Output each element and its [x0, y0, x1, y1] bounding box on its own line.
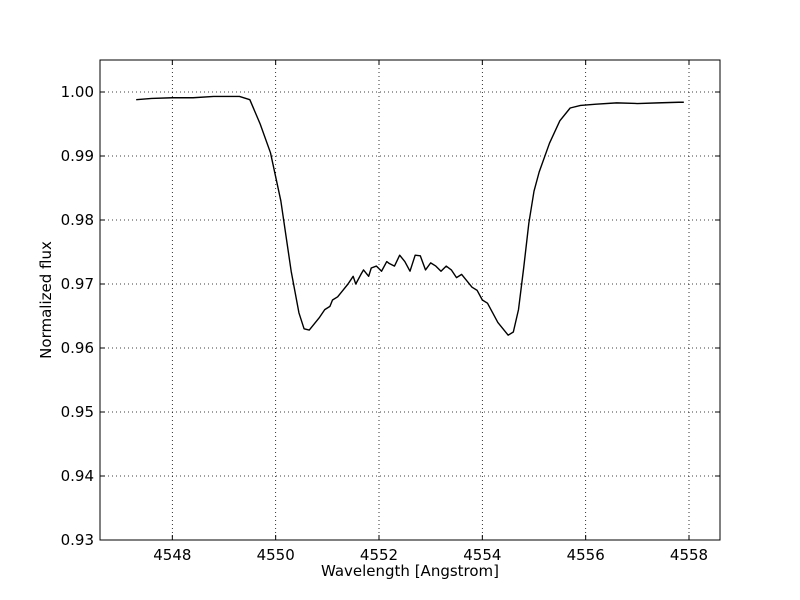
x-tick-label: 4550 [257, 546, 295, 564]
y-tick-label: 0.95 [61, 403, 94, 421]
y-tick-label: 0.93 [61, 531, 94, 549]
x-axis-label: Wavelength [Angstrom] [321, 562, 499, 580]
y-tick-label: 0.97 [61, 275, 94, 293]
x-tick-label: 4558 [670, 546, 708, 564]
y-tick-label: 0.99 [61, 147, 94, 165]
plot-frame [99, 59, 721, 541]
series-line [136, 95, 684, 336]
y-tick-label: 0.94 [61, 467, 94, 485]
x-tick-label: 4552 [360, 546, 398, 564]
x-tick-label: 4554 [463, 546, 501, 564]
x-tick-label: 4556 [567, 546, 605, 564]
x-tick-labels: 4548 4550 4552 4554 4556 4558 [153, 546, 708, 564]
y-tick-label: 1.00 [61, 83, 94, 101]
y-tick-label: 0.98 [61, 211, 94, 229]
y-axis-label: Normalized flux [37, 241, 55, 359]
y-tick-label: 0.96 [61, 339, 94, 357]
y-tick-labels: 0.93 0.94 0.95 0.96 0.97 0.98 0.99 1.00 [61, 83, 94, 549]
x-tick-label: 4548 [153, 546, 191, 564]
grid-lines [100, 60, 720, 541]
axis-ticks [100, 60, 720, 541]
series-layer [136, 95, 684, 336]
